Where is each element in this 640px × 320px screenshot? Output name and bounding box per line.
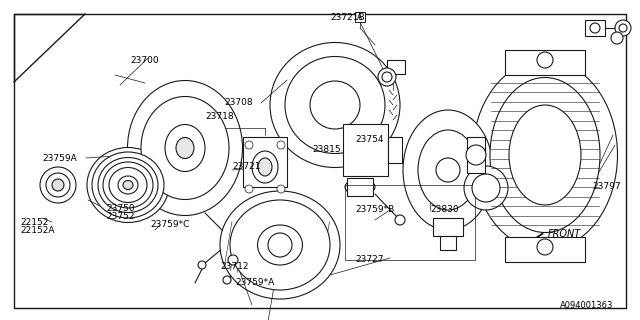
Bar bbox=[347, 178, 373, 196]
Circle shape bbox=[223, 276, 231, 284]
Bar bbox=[433, 218, 463, 236]
Circle shape bbox=[277, 141, 285, 149]
Ellipse shape bbox=[98, 157, 158, 212]
Circle shape bbox=[395, 215, 405, 225]
Ellipse shape bbox=[490, 77, 600, 233]
Ellipse shape bbox=[92, 152, 164, 218]
Text: FRONT: FRONT bbox=[548, 229, 581, 239]
Text: 23815: 23815 bbox=[312, 145, 340, 154]
Circle shape bbox=[590, 23, 600, 33]
Text: 23712: 23712 bbox=[220, 262, 248, 271]
Ellipse shape bbox=[257, 225, 303, 265]
Circle shape bbox=[537, 52, 553, 68]
Bar bbox=[243, 137, 287, 187]
Ellipse shape bbox=[345, 179, 375, 195]
Bar bbox=[585, 20, 605, 36]
Bar bbox=[388, 137, 402, 163]
Ellipse shape bbox=[127, 81, 243, 215]
Text: 22152: 22152 bbox=[20, 218, 49, 227]
Ellipse shape bbox=[220, 191, 340, 299]
Text: 23721B: 23721B bbox=[330, 13, 365, 22]
Ellipse shape bbox=[87, 148, 169, 222]
Circle shape bbox=[466, 145, 486, 165]
Circle shape bbox=[464, 166, 508, 210]
Circle shape bbox=[245, 141, 253, 149]
Text: 23727: 23727 bbox=[355, 255, 383, 264]
Bar bbox=[505, 237, 585, 262]
Text: A094001363: A094001363 bbox=[560, 301, 613, 310]
Circle shape bbox=[615, 20, 631, 36]
Text: 23750: 23750 bbox=[106, 204, 134, 213]
Circle shape bbox=[245, 185, 253, 193]
Circle shape bbox=[436, 158, 460, 182]
Ellipse shape bbox=[123, 180, 133, 189]
Bar bbox=[345, 185, 475, 260]
Ellipse shape bbox=[118, 176, 138, 194]
Circle shape bbox=[537, 239, 553, 255]
Text: 23797: 23797 bbox=[592, 182, 621, 191]
Bar bbox=[440, 236, 456, 250]
Text: 23759*A: 23759*A bbox=[235, 278, 275, 287]
Ellipse shape bbox=[310, 81, 360, 129]
Circle shape bbox=[268, 233, 292, 257]
Text: 23830: 23830 bbox=[430, 205, 459, 214]
Circle shape bbox=[52, 179, 64, 191]
Circle shape bbox=[40, 167, 76, 203]
Text: 23754: 23754 bbox=[355, 135, 383, 144]
Text: A: A bbox=[357, 12, 363, 21]
Bar bbox=[343, 124, 388, 176]
Text: 23700: 23700 bbox=[130, 56, 159, 65]
Circle shape bbox=[198, 261, 206, 269]
Text: 23759*B: 23759*B bbox=[355, 205, 394, 214]
Ellipse shape bbox=[285, 57, 385, 154]
Circle shape bbox=[611, 32, 623, 44]
Ellipse shape bbox=[109, 167, 147, 203]
Text: 23718: 23718 bbox=[205, 112, 234, 121]
Text: 23759*C: 23759*C bbox=[150, 220, 189, 229]
Bar bbox=[355, 12, 365, 22]
Ellipse shape bbox=[230, 200, 330, 290]
Bar bbox=[467, 137, 485, 173]
Text: 23752: 23752 bbox=[106, 212, 134, 221]
Ellipse shape bbox=[176, 138, 194, 158]
Circle shape bbox=[277, 185, 285, 193]
Text: 23759A: 23759A bbox=[42, 154, 77, 163]
Bar bbox=[387, 60, 405, 74]
Ellipse shape bbox=[103, 162, 153, 208]
Ellipse shape bbox=[141, 97, 229, 199]
Ellipse shape bbox=[252, 151, 278, 183]
Circle shape bbox=[228, 255, 238, 265]
Circle shape bbox=[382, 72, 392, 82]
Ellipse shape bbox=[509, 105, 581, 205]
Ellipse shape bbox=[270, 43, 400, 167]
Circle shape bbox=[619, 24, 627, 32]
Bar bbox=[505, 50, 585, 75]
Ellipse shape bbox=[472, 60, 618, 250]
Ellipse shape bbox=[403, 110, 493, 230]
Ellipse shape bbox=[165, 124, 205, 172]
Text: 23708: 23708 bbox=[224, 98, 253, 107]
Circle shape bbox=[472, 174, 500, 202]
Circle shape bbox=[378, 68, 396, 86]
Text: 22152A: 22152A bbox=[20, 226, 54, 235]
Circle shape bbox=[46, 173, 70, 197]
Ellipse shape bbox=[258, 158, 272, 176]
Ellipse shape bbox=[418, 130, 478, 210]
Text: 23721: 23721 bbox=[232, 162, 260, 171]
